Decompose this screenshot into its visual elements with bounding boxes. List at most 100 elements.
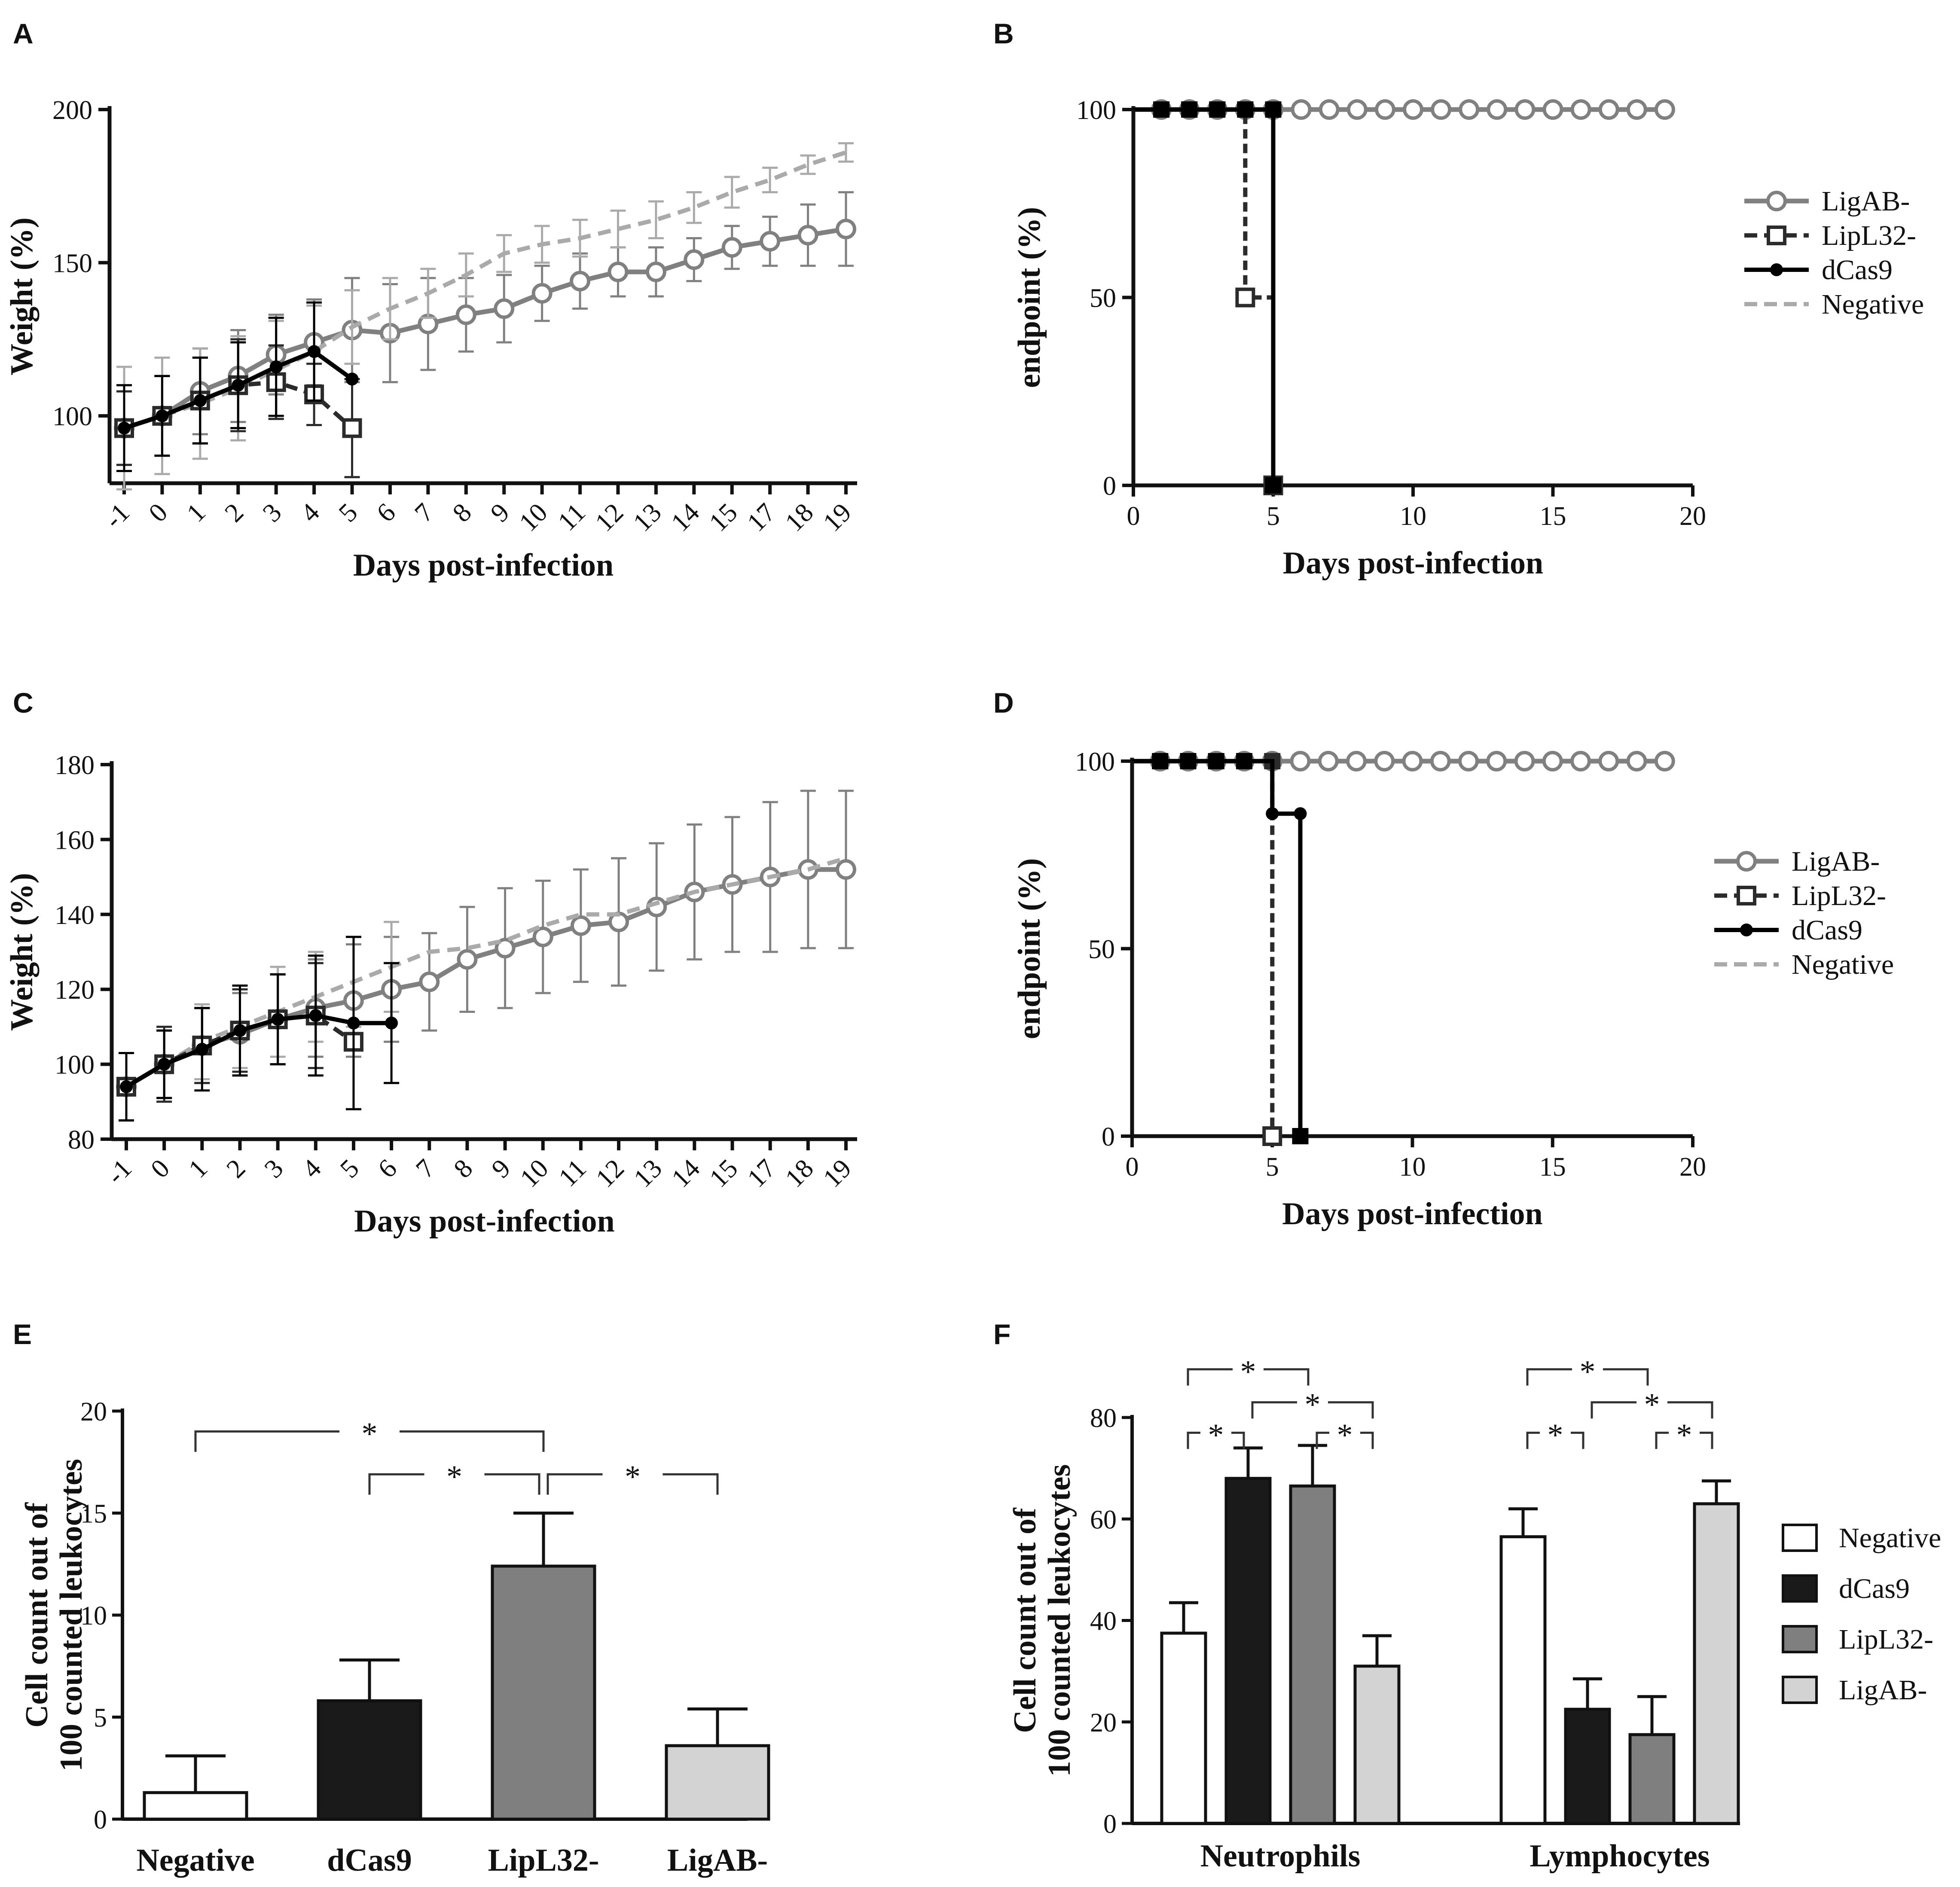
panel-label-c: C <box>13 687 34 719</box>
series-line-ligab <box>125 867 846 1089</box>
y-tick-label: 20 <box>80 1397 107 1427</box>
legend-label-dcas9: dCas9 <box>1822 254 1893 286</box>
x-tick-label: 11 <box>553 1154 592 1192</box>
x-tick-label: 10 <box>514 498 553 537</box>
point-ligab <box>684 249 705 270</box>
series-line-dcas9 <box>125 1013 392 1089</box>
y-tick-label: 0 <box>1102 1122 1115 1152</box>
point-dcas9 <box>1181 101 1198 118</box>
x-tick-label: 15 <box>704 1154 744 1193</box>
x-tick-label: 13 <box>628 498 667 537</box>
x-tick-label: Neutrophils <box>1200 1838 1361 1874</box>
significance-bracket <box>1316 1431 1374 1449</box>
y-tick-label: 160 <box>55 826 95 855</box>
point-ligab <box>1319 99 1340 120</box>
x-tick-label: 0 <box>145 1154 175 1184</box>
y-axis-title: endpoint (%) <box>1012 207 1047 388</box>
y-tick-label: 100 <box>1076 96 1116 125</box>
y-tick-label: 15 <box>80 1500 107 1529</box>
legend-label-ligab: LigAB- <box>1839 1674 1927 1706</box>
x-tick-label: 6 <box>371 498 401 528</box>
point-dcas9 <box>1292 1128 1309 1144</box>
point-ligab <box>1318 751 1339 771</box>
x-tick-label: -1 <box>99 498 135 534</box>
point-dcas9 <box>1153 101 1170 118</box>
x-axis-title: Days post-infection <box>1283 546 1543 581</box>
y-tick-label: 50 <box>1090 284 1116 313</box>
point-ligab <box>1346 99 1368 120</box>
point-dcas9 <box>233 1024 247 1037</box>
point-ligab <box>1402 751 1423 771</box>
point-dcas9 <box>1180 753 1197 769</box>
point-ligab <box>1486 751 1507 771</box>
bar-ligab <box>1353 1664 1401 1825</box>
legend-marker-ligab <box>1736 851 1757 872</box>
point-dcas9 <box>385 1016 398 1030</box>
x-tick-label: 5 <box>335 1154 365 1184</box>
x-tick-label: 8 <box>448 1154 478 1184</box>
point-ligab <box>570 271 591 292</box>
legend-swatch-dcas9 <box>1782 1574 1818 1603</box>
point-ligab <box>1487 99 1508 120</box>
significance-bracket <box>1655 1431 1713 1449</box>
y-tick-label: 5 <box>94 1704 107 1733</box>
y-tick-label: 200 <box>52 96 92 125</box>
significance-bracket <box>1187 1431 1245 1449</box>
point-ligab <box>1514 751 1535 771</box>
y-tick-label: 10 <box>80 1601 107 1631</box>
point-ligab <box>1514 99 1536 120</box>
bar-negative <box>143 1791 248 1821</box>
x-tick-label: dCas9 <box>327 1843 412 1878</box>
significance-star: * <box>1208 1418 1224 1453</box>
legend-swatch-ligab <box>1782 1676 1818 1704</box>
x-tick-label: 18 <box>780 498 819 537</box>
point-ligab <box>1570 99 1591 120</box>
x-tick-label: 17 <box>742 1154 782 1193</box>
legend-label-ligab: LigAB- <box>1792 846 1880 877</box>
panel-label-e: E <box>13 1318 32 1350</box>
y-tick-label: 150 <box>52 249 92 278</box>
legend-label-lipl32: LipL32- <box>1839 1624 1933 1655</box>
y-tick-label: 100 <box>1075 747 1115 777</box>
legend-marker-ligab <box>1766 191 1787 211</box>
significance-star: * <box>1305 1387 1321 1423</box>
x-tick-label: 7 <box>409 498 439 528</box>
y-tick-label: 100 <box>55 1051 95 1080</box>
y-axis-title: Cell count out of <box>19 1502 55 1728</box>
bar-dcas9 <box>1564 1707 1611 1825</box>
significance-bracket <box>1591 1401 1713 1419</box>
legend-label-ligab: LigAB- <box>1822 186 1910 217</box>
point-lipl32 <box>342 418 362 438</box>
legend-label-negative: Negative <box>1839 1522 1941 1554</box>
point-ligab <box>570 915 591 936</box>
x-tick-label: 15 <box>704 498 743 537</box>
x-tick-label: 10 <box>1400 502 1426 531</box>
x-tick-label: 14 <box>666 1154 705 1193</box>
x-tick-label: 5 <box>1267 502 1280 531</box>
chart-a: 100 150 200 -1 0 1 2 3 4 5 6 7 8 9 10 11 12 13 14 15 17 18 19 D… <box>0 0 980 644</box>
point-ligab <box>1374 99 1395 120</box>
point-ligab <box>1654 99 1675 120</box>
significance-star: * <box>625 1459 641 1494</box>
chart-b: 0 50 100 0 5 10 15 20 Days post-infection endpoin… <box>984 0 1960 644</box>
x-tick-label: 10 <box>1399 1152 1426 1182</box>
x-tick-label: 20 <box>1679 502 1706 531</box>
x-tick-label: 3 <box>259 1154 289 1184</box>
point-ligab <box>495 938 516 959</box>
x-tick-label: 4 <box>297 1154 327 1184</box>
point-ligab <box>1459 99 1480 120</box>
y-tick-label: 80 <box>1090 1404 1117 1433</box>
y-tick-label: 180 <box>55 751 95 780</box>
significance-bracket <box>1251 1401 1374 1419</box>
significance-star: * <box>446 1459 462 1494</box>
point-ligab <box>1598 99 1619 120</box>
x-tick-label: 9 <box>486 1154 516 1184</box>
legend-swatch-lipl32 <box>1782 1625 1818 1653</box>
x-tick-label: 18 <box>780 1154 819 1193</box>
x-tick-label: 12 <box>590 1154 630 1193</box>
point-ligab <box>721 237 742 258</box>
legend-label-negative: Negative <box>1822 289 1924 320</box>
y-tick-label: 0 <box>1103 1810 1117 1839</box>
